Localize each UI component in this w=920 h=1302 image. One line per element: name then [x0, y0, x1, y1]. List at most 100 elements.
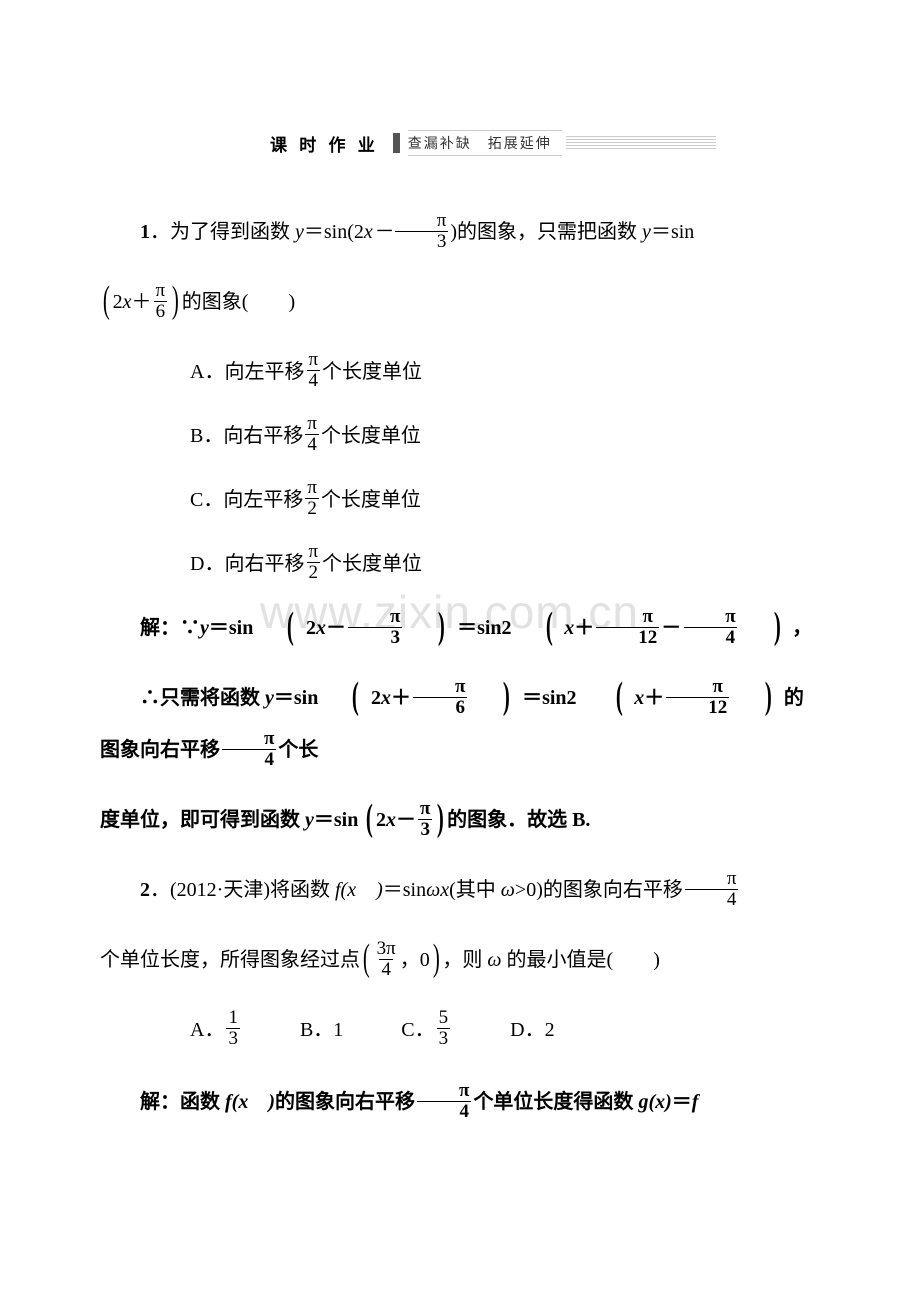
frac-den: 4: [305, 434, 319, 455]
content: 1．为了得到函数 y＝sin(2x－π3)的图象，只需把函数 y＝sin (2x…: [100, 206, 820, 1128]
opt-text: 向左平移: [224, 358, 304, 386]
frac: 53: [437, 1008, 451, 1049]
opt-tail: 个长度单位: [321, 486, 421, 514]
l: B．: [300, 1004, 333, 1056]
rparen-icon: ): [743, 681, 772, 711]
t: x: [316, 617, 326, 639]
rparen-icon: ): [437, 803, 444, 833]
opt-label: C．: [190, 486, 223, 514]
q1-option-c: C．向左平移π2个长度单位: [190, 474, 820, 526]
opt-tail: 个长度单位: [321, 422, 421, 450]
opt-tail: 个长度单位: [322, 550, 422, 578]
t: sin2: [477, 617, 511, 639]
t: －: [396, 809, 416, 831]
t: (x): [648, 1091, 671, 1113]
rparen-icon: ): [751, 611, 780, 641]
q1-solution-line3: 度单位，即可得到函数 y＝sin (2x－π3)的图象．故选 B.: [100, 794, 820, 846]
rparen-icon: ): [172, 285, 179, 315]
t: ．(2012·天津)将函数: [150, 879, 335, 901]
q2-number: 2: [140, 879, 150, 901]
q2-option-a: A．13: [190, 1004, 242, 1056]
q1-frac-pi3: π3: [395, 211, 449, 252]
frac-den: 2: [305, 498, 319, 519]
t: 个单位长度得函数: [473, 1091, 638, 1113]
q1-xminus: x－: [364, 221, 393, 243]
t: ): [248, 1091, 275, 1113]
l: D．: [510, 1004, 544, 1056]
frac: π3: [348, 607, 402, 648]
n: π: [417, 1081, 471, 1101]
q1-option-b: B．向右平移π4个长度单位: [190, 410, 820, 462]
sol-label: 解：: [140, 617, 180, 639]
frac-num: π: [154, 281, 168, 301]
q1-suffix: 的图象( ): [182, 291, 295, 313]
t: ＝: [672, 1091, 692, 1113]
opt-frac: π2: [306, 542, 320, 583]
t: ∴只需将函数: [140, 687, 265, 709]
t: sin: [229, 617, 253, 639]
t: ＝: [274, 687, 294, 709]
header-lines-icon: [566, 136, 716, 150]
t: ，: [792, 617, 812, 639]
d: 6: [413, 697, 467, 718]
frac: π12: [596, 607, 659, 648]
q1-text-a: ．为了得到函数: [150, 221, 295, 243]
d: 4: [222, 749, 276, 770]
t: g: [638, 1091, 648, 1113]
header-left: 课 时 作 业: [270, 131, 389, 156]
n: 5: [437, 1008, 451, 1028]
lparen-icon: (: [363, 943, 370, 973]
n: π: [685, 869, 739, 889]
q1-text-b: )的图象，只需把函数: [450, 221, 642, 243]
v: 2: [545, 1004, 555, 1056]
q1-sin: sin(2: [324, 221, 364, 243]
t: ＋: [644, 687, 664, 709]
t: ω: [426, 879, 440, 901]
t: (x: [341, 879, 357, 901]
q1-solution-line2: ∴只需将函数 y＝sin(2x＋π6)＝sin2 (x＋π12)的图象向右平移π…: [100, 672, 820, 776]
lparen-icon: (: [330, 681, 359, 711]
t: 2: [376, 809, 386, 831]
n: π: [413, 677, 467, 697]
d: 3: [226, 1028, 240, 1049]
q1-y: y: [295, 221, 304, 243]
t: f: [692, 1091, 699, 1113]
t: －: [326, 617, 346, 639]
frac-den: 2: [307, 562, 321, 583]
frac: π12: [666, 677, 729, 718]
t: y: [265, 687, 274, 709]
q1-number: 1: [140, 221, 150, 243]
t: sin2: [542, 687, 581, 709]
q1-y2: y: [642, 221, 651, 243]
lparen-icon: (: [103, 285, 110, 315]
q1-option-a: A．向左平移π4个长度单位: [190, 346, 820, 398]
t: ＝: [457, 617, 477, 639]
frac: 13: [226, 1008, 240, 1049]
header-right: 查漏补缺 拓展延伸: [408, 130, 562, 156]
opt-label: D．: [190, 550, 224, 578]
t: (x: [232, 1091, 249, 1113]
t: ＝: [209, 617, 229, 639]
opt-frac: π2: [305, 478, 319, 519]
rparen-icon: ): [433, 943, 440, 973]
frac: π6: [413, 677, 467, 718]
section-header: 课 时 作 业 查漏补缺 拓展延伸: [270, 130, 820, 156]
frac: π4: [683, 607, 737, 648]
d: 3: [348, 627, 402, 648]
t: sin: [403, 879, 426, 901]
t: 个长: [278, 739, 318, 761]
frac-num: π: [306, 350, 320, 370]
q2-option-c: C．53: [401, 1004, 452, 1056]
t: 2: [306, 617, 316, 639]
n: π: [683, 607, 737, 627]
q2-option-b: B．1: [300, 1004, 343, 1056]
n: π: [671, 677, 725, 697]
d: 3: [418, 819, 432, 840]
n: 1: [226, 1008, 240, 1028]
q1-x: x: [123, 291, 132, 313]
opt-text: 向左平移: [223, 486, 303, 514]
d: 12: [666, 697, 729, 718]
t: ＝: [522, 687, 542, 709]
d: 3: [437, 1028, 451, 1049]
t: x: [386, 809, 396, 831]
